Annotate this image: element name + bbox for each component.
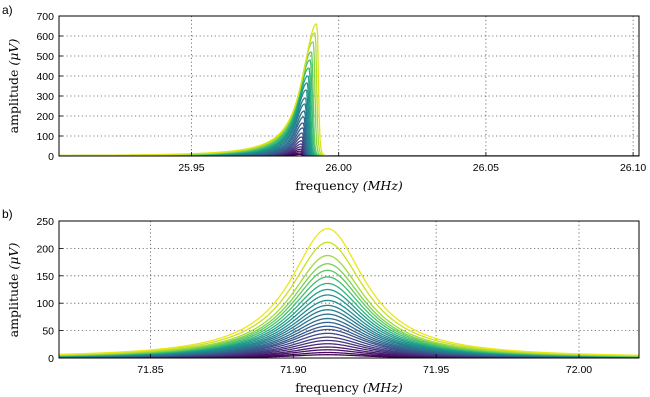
series-line [59, 51, 639, 156]
series-line [59, 82, 639, 156]
x-tick-label: 26.00 [326, 162, 352, 174]
x-tick-label: 25.95 [178, 162, 204, 174]
panel-a: a) 25.95 26.00 26.05 26.10 0 100 200 300 400 500… [2, 3, 646, 193]
series-line [59, 23, 639, 156]
series-line [59, 132, 639, 156]
panel-a-x-ticks: 25.95 26.00 26.05 26.10 [178, 152, 646, 174]
series-line [59, 59, 639, 156]
panel-a-y-ticks: 0 100 200 300 400 500 600 700 [36, 11, 63, 163]
series-line [59, 122, 639, 156]
y-tick-label: 250 [36, 216, 54, 228]
panel-b-x-axis-label: frequency (MHz) [295, 380, 403, 395]
panel-b-label: b) [2, 207, 13, 221]
x-tick-label: 26.05 [473, 162, 499, 174]
panel-b: b) 71.85 71.90 71.95 72.00 050100150200250 … [2, 207, 640, 395]
y-tick-label: 200 [36, 243, 54, 255]
panel-a-x-axis-label: frequency (MHz) [295, 178, 403, 193]
panel-a-y-axis-label: amplitude (μV) [6, 39, 21, 134]
series-line [59, 282, 639, 358]
series-line [59, 136, 639, 156]
panel-a-frame [58, 15, 640, 157]
panel-b-curves [59, 228, 639, 358]
series-line [59, 97, 639, 156]
series-line [59, 241, 639, 357]
x-tick-label: 71.85 [137, 364, 163, 376]
x-tick-label: 26.10 [620, 162, 646, 174]
x-tick-label: 71.95 [423, 364, 449, 376]
panel-b-x-ticks: 71.85 71.90 71.95 72.00 [137, 354, 592, 376]
y-tick-label: 500 [36, 51, 54, 63]
y-tick-label: 400 [36, 71, 54, 83]
y-tick-label: 0 [48, 151, 54, 163]
series-line [59, 127, 639, 156]
x-tick-label: 71.90 [280, 364, 306, 376]
series-line [59, 263, 639, 357]
panel-a-label: a) [2, 3, 13, 17]
y-tick-label: 100 [36, 298, 54, 310]
series-line [59, 276, 639, 357]
y-tick-label: 700 [36, 11, 54, 23]
series-line [59, 116, 639, 156]
y-tick-label: 200 [36, 111, 54, 123]
series-line [59, 67, 639, 156]
y-tick-label: 100 [36, 131, 54, 143]
panel-b-y-ticks: 0 50 100 150 200 250 [36, 216, 63, 365]
panel-b-y-axis-label: amplitude (μV) [6, 243, 21, 338]
panel-b-frame [58, 220, 640, 359]
series-line [59, 228, 639, 356]
x-tick-label: 72.00 [566, 364, 592, 376]
y-tick-label: 300 [36, 91, 54, 103]
y-tick-label: 150 [36, 271, 54, 283]
y-tick-label: 600 [36, 31, 54, 43]
y-tick-label: 0 [48, 353, 54, 365]
series-line [59, 103, 639, 156]
panel-a-grid [59, 16, 639, 156]
series-line [59, 110, 639, 156]
series-line [59, 41, 639, 156]
series-line [59, 32, 639, 156]
y-tick-label: 50 [42, 326, 54, 338]
series-line [59, 89, 639, 156]
series-line [59, 140, 639, 156]
